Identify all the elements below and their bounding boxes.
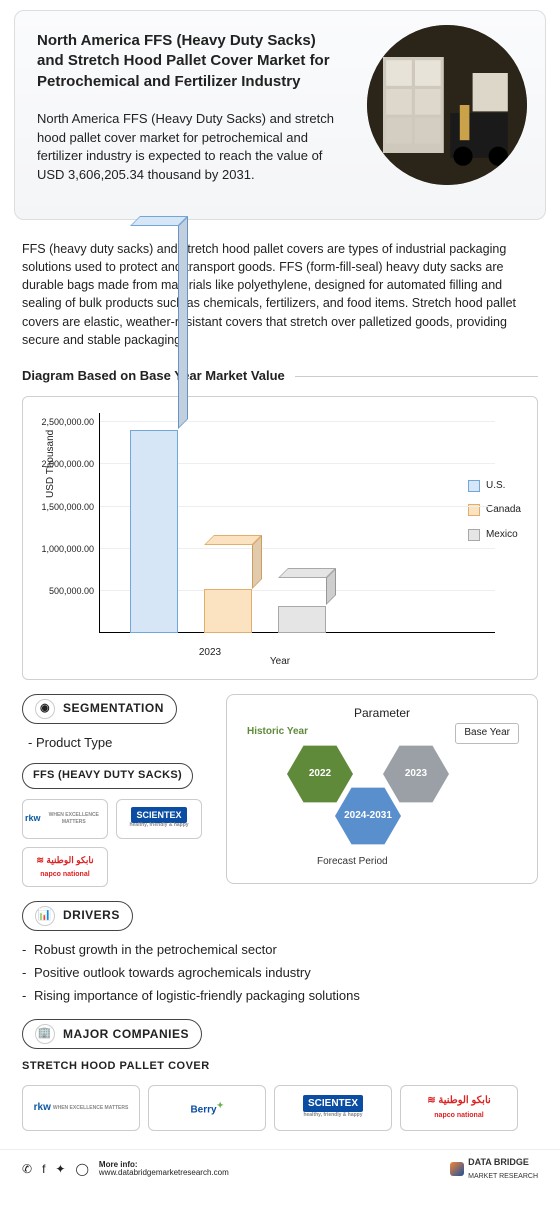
legend-item: Mexico <box>468 528 521 543</box>
bar-U.S. <box>130 430 178 633</box>
bar-Canada <box>204 589 252 633</box>
more-info: More info:www.databridgemarketresearch.c… <box>99 1161 229 1179</box>
logo-scientex: SCIENTEXhealthy, friendly & happy <box>274 1085 392 1131</box>
drivers-list: Robust growth in the petrochemical secto… <box>22 941 538 1006</box>
twitter-icon[interactable]: ✦ <box>55 1161 65 1178</box>
historic-label: Historic Year <box>247 725 308 740</box>
drivers-icon: 📊 <box>35 906 55 926</box>
segmentation-pill: ◉ SEGMENTATION <box>22 694 177 724</box>
legend-item: U.S. <box>468 479 521 494</box>
y-tick: 500,000.00 <box>40 585 94 598</box>
bar-chart: USD Thousand U.S.CanadaMexico 500,000.00… <box>99 413 435 633</box>
major-logos: rkwWHEN EXCELLENCE MATTERSBerry✦SCIENTEX… <box>22 1085 538 1131</box>
segmentation-subtitle: - Product Type <box>28 734 212 753</box>
y-tick: 2,000,000.00 <box>40 458 94 471</box>
brand-logo: DATA BRIDGEMARKET RESEARCH <box>450 1156 538 1182</box>
x-axis-label: Year <box>35 655 525 670</box>
facebook-icon[interactable]: f <box>42 1161 45 1178</box>
chart-legend: U.S.CanadaMexico <box>468 469 521 553</box>
social-row: ✆ f ✦ ◯ More info:www.databridgemarketre… <box>22 1161 229 1179</box>
chart-card: USD Thousand U.S.CanadaMexico 500,000.00… <box>22 396 538 681</box>
instagram-icon[interactable]: ◯ <box>75 1161 88 1178</box>
major-pill: 🏢 MAJOR COMPANIES <box>22 1019 202 1049</box>
logo-napco-national: ≋ نابكو الوطنيةnapco national <box>22 847 108 887</box>
intro-text: FFS (heavy duty sacks) and stretch hood … <box>0 230 560 355</box>
x-category: 2023 <box>180 646 240 661</box>
logo-rkw: rkwWHEN EXCELLENCE MATTERS <box>22 799 108 839</box>
segmentation-tag: FFS (HEAVY DUTY SACKS) <box>22 763 193 789</box>
base-label: Base Year <box>455 723 519 744</box>
forecast-label: Forecast Period <box>317 855 388 870</box>
hero-title: North America FFS (Heavy Duty Sacks) and… <box>37 31 337 92</box>
drivers-pill: 📊 DRIVERS <box>22 901 133 931</box>
driver-item: Robust growth in the petrochemical secto… <box>22 941 538 960</box>
y-tick: 1,500,000.00 <box>40 501 94 514</box>
drivers-section: 📊 DRIVERS Robust growth in the petrochem… <box>22 901 538 1006</box>
parameter-card: Parameter Historic Year Base Year Foreca… <box>226 694 538 884</box>
driver-item: Rising importance of logistic-friendly p… <box>22 987 538 1006</box>
building-icon: 🏢 <box>35 1024 55 1044</box>
whatsapp-icon[interactable]: ✆ <box>22 1161 32 1178</box>
logo-napco-national: ≋ نابكو الوطنيةnapco national <box>400 1085 518 1131</box>
parameter-title: Parameter <box>237 705 527 722</box>
segmentation-logos: rkwWHEN EXCELLENCE MATTERSSCIENTEXhealth… <box>22 799 212 887</box>
driver-item: Positive outlook towards agrochemicals i… <box>22 964 538 983</box>
hero-image <box>367 25 527 185</box>
major-subtitle: STRETCH HOOD PALLET COVER <box>22 1059 538 1075</box>
hero-body: North America FFS (Heavy Duty Sacks) and… <box>37 110 337 185</box>
logo-scientex: SCIENTEXhealthy, friendly & happy <box>116 799 202 839</box>
segmentation-icon: ◉ <box>35 699 55 719</box>
logo-berry: Berry✦ <box>148 1085 266 1131</box>
y-tick: 2,500,000.00 <box>40 416 94 429</box>
bar-Mexico <box>278 606 326 633</box>
chart-title: Diagram Based on Base Year Market Value <box>0 355 560 392</box>
logo-rkw: rkwWHEN EXCELLENCE MATTERS <box>22 1085 140 1131</box>
segmentation-panel: ◉ SEGMENTATION - Product Type FFS (HEAVY… <box>22 694 212 887</box>
footer: ✆ f ✦ ◯ More info:www.databridgemarketre… <box>0 1149 560 1196</box>
hero-card: North America FFS (Heavy Duty Sacks) and… <box>14 10 546 220</box>
major-companies-section: 🏢 MAJOR COMPANIES STRETCH HOOD PALLET CO… <box>22 1019 538 1131</box>
base-hex: 2023 <box>383 745 449 803</box>
y-tick: 1,000,000.00 <box>40 543 94 556</box>
